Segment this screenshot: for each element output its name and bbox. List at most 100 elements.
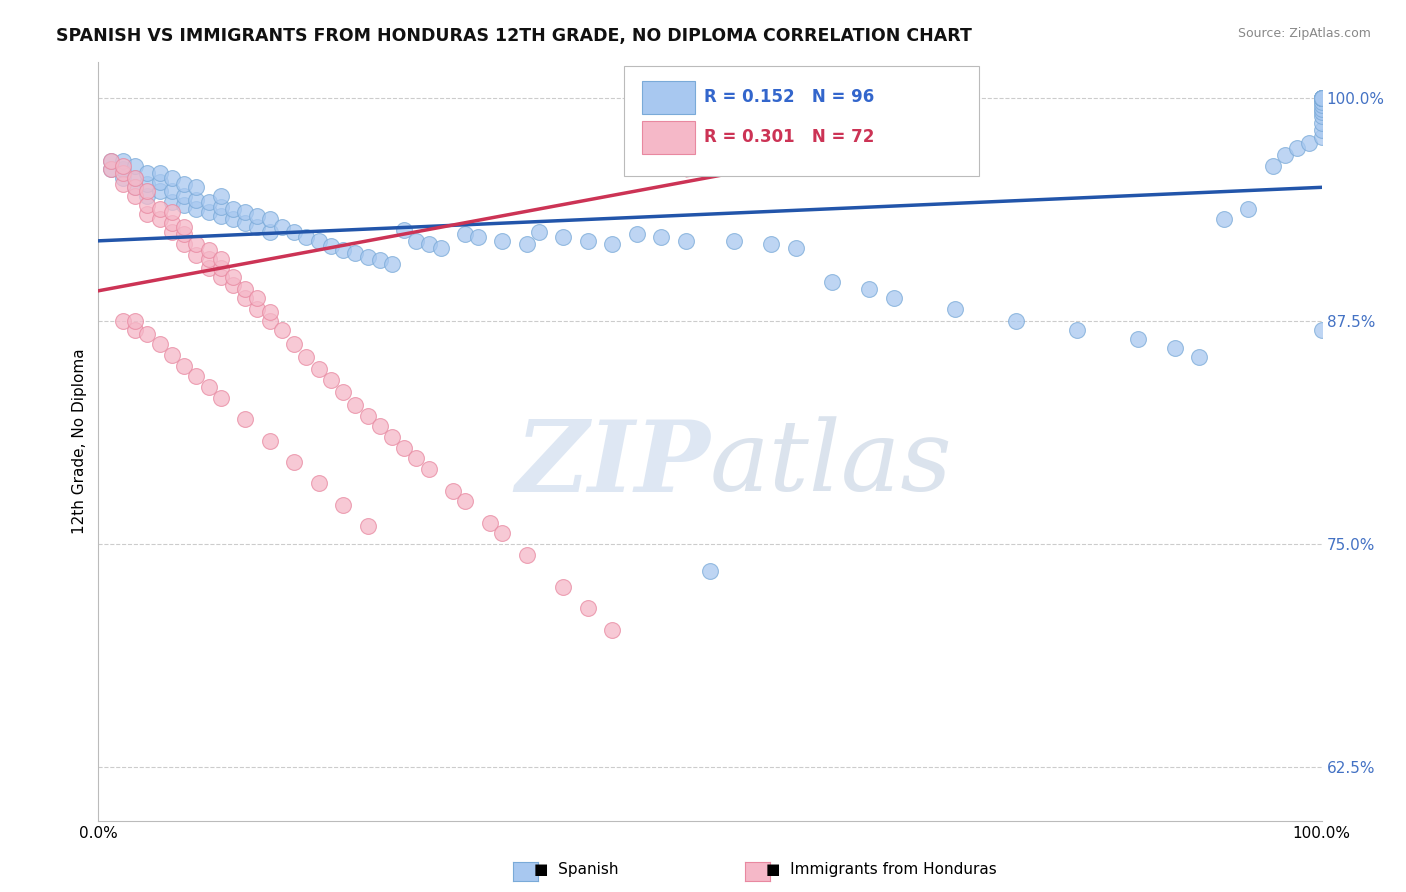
Point: [418, 237, 440, 252]
Point: [233, 291, 256, 305]
Point: [111, 314, 134, 328]
Point: [1286, 141, 1309, 155]
Point: [1310, 98, 1333, 112]
Text: SPANISH VS IMMIGRANTS FROM HONDURAS 12TH GRADE, NO DIPLOMA CORRELATION CHART: SPANISH VS IMMIGRANTS FROM HONDURAS 12TH…: [56, 27, 972, 45]
Point: [136, 326, 159, 341]
Point: [1310, 109, 1333, 123]
Point: [270, 323, 294, 337]
Point: [283, 225, 305, 239]
Point: [1310, 91, 1333, 105]
Point: [209, 252, 232, 266]
Point: [1310, 91, 1333, 105]
Point: [381, 430, 404, 444]
Point: [467, 230, 489, 244]
Point: [1310, 91, 1333, 105]
Point: [160, 216, 183, 230]
Point: [111, 153, 134, 168]
Point: [1212, 212, 1234, 227]
Point: [1004, 314, 1026, 328]
Point: [308, 234, 330, 248]
Text: R = 0.301   N = 72: R = 0.301 N = 72: [704, 128, 875, 145]
Point: [553, 580, 575, 594]
Point: [368, 253, 391, 268]
Point: [332, 385, 354, 400]
Y-axis label: 12th Grade, No Diploma: 12th Grade, No Diploma: [72, 349, 87, 534]
Text: R = 0.152   N = 96: R = 0.152 N = 96: [704, 87, 875, 105]
Point: [356, 409, 378, 423]
Point: [173, 359, 195, 373]
Point: [1310, 123, 1333, 137]
Point: [1261, 159, 1284, 173]
Point: [1164, 341, 1187, 355]
Point: [283, 455, 305, 469]
Text: ■  Spanish: ■ Spanish: [534, 863, 619, 877]
Point: [858, 282, 880, 296]
Point: [173, 198, 195, 212]
Point: [600, 623, 623, 637]
Point: [1128, 332, 1150, 346]
Point: [233, 412, 256, 426]
Point: [576, 601, 599, 615]
Point: [699, 564, 721, 578]
Point: [124, 323, 146, 337]
Point: [136, 184, 159, 198]
Point: [197, 380, 219, 394]
Point: [124, 171, 146, 186]
Point: [124, 189, 146, 203]
Point: [405, 451, 427, 466]
Text: ZIP: ZIP: [515, 416, 710, 513]
Point: [222, 278, 245, 293]
Point: [1310, 130, 1333, 145]
Point: [186, 202, 208, 216]
Point: [136, 166, 159, 180]
Point: [136, 189, 159, 203]
FancyBboxPatch shape: [641, 120, 696, 154]
Point: [650, 230, 672, 244]
Point: [246, 291, 269, 305]
Point: [576, 234, 599, 248]
Point: [100, 162, 122, 177]
Point: [430, 241, 453, 255]
Point: [1310, 105, 1333, 120]
Point: [883, 291, 905, 305]
Point: [233, 205, 256, 219]
Point: [209, 200, 232, 214]
Point: [136, 198, 159, 212]
Point: [197, 194, 219, 209]
Point: [209, 260, 232, 275]
Point: [246, 219, 269, 234]
Point: [454, 227, 477, 241]
Point: [259, 212, 281, 227]
Point: [491, 526, 513, 541]
Point: [186, 369, 208, 384]
Point: [246, 301, 269, 316]
Point: [160, 184, 183, 198]
Point: [209, 391, 232, 405]
Point: [392, 223, 416, 237]
Point: [785, 241, 807, 255]
Point: [160, 171, 183, 186]
Point: [149, 175, 172, 189]
Point: [222, 202, 245, 216]
Point: [478, 516, 501, 530]
Point: [124, 180, 146, 194]
FancyBboxPatch shape: [624, 66, 979, 177]
Point: [1310, 91, 1333, 105]
Point: [222, 269, 245, 284]
Point: [100, 162, 122, 177]
Point: [186, 237, 208, 252]
Point: [124, 159, 146, 173]
Point: [160, 194, 183, 209]
Point: [111, 162, 134, 177]
Point: [943, 301, 966, 316]
Point: [418, 462, 440, 476]
Point: [344, 398, 367, 412]
Point: [441, 483, 464, 498]
Point: [173, 177, 195, 191]
Point: [173, 189, 195, 203]
Point: [259, 225, 281, 239]
Point: [259, 314, 281, 328]
Point: [136, 207, 159, 221]
Point: [392, 441, 416, 455]
Point: [1310, 91, 1333, 105]
